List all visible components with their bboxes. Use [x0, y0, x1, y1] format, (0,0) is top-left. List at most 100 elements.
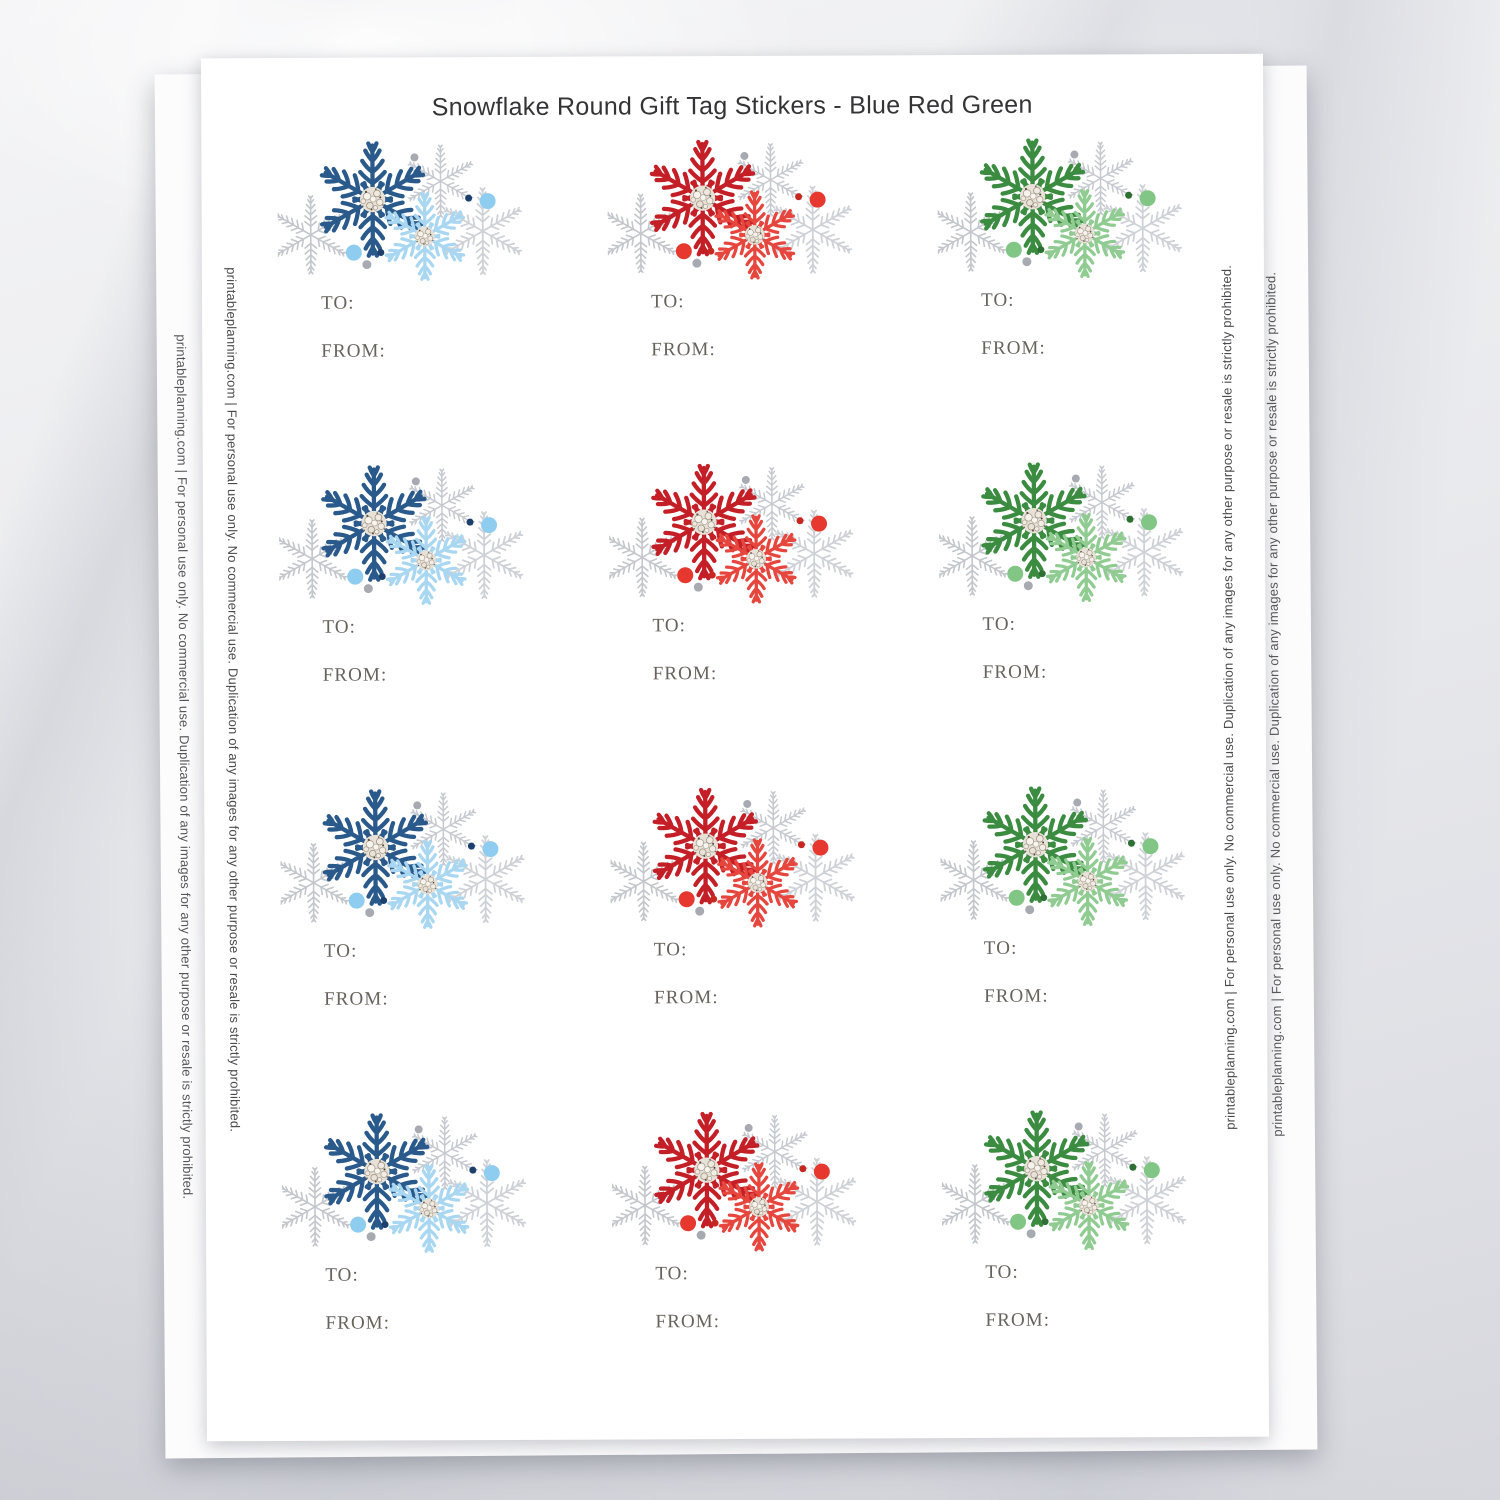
front-sheet-side-text-left: printableplanning.com | For personal use… — [223, 267, 243, 1133]
gray-dot — [1025, 905, 1035, 915]
to-label: TO: — [323, 940, 358, 962]
glitter-center-icon — [362, 834, 389, 861]
dark-accent-dot — [469, 1166, 477, 1174]
crystal-snowflake-icon — [940, 841, 1010, 919]
dark-accent-dot — [380, 897, 388, 905]
crystal-snowflake-icon — [942, 1165, 1012, 1243]
glitter-center-icon — [745, 548, 767, 570]
dark-accent-dot — [1041, 1218, 1049, 1226]
gray-dot — [741, 475, 750, 484]
glitter-center-icon — [359, 186, 386, 213]
gray-dot — [413, 801, 422, 810]
glitter-center-icon — [418, 1198, 440, 1219]
glitter-center-icon — [1020, 507, 1048, 534]
to-label: TO: — [322, 616, 357, 638]
gray-dot — [696, 1230, 706, 1240]
gray-dot — [365, 908, 375, 918]
from-label: FROM: — [652, 663, 718, 685]
accent-dot — [347, 568, 364, 585]
gray-dot — [1073, 798, 1082, 807]
gift-tag-green: TO: FROM: — [914, 460, 1245, 785]
accent-dot — [1005, 241, 1022, 258]
snowflake-cluster — [612, 1109, 893, 1260]
dark-accent-dot — [799, 1165, 807, 1173]
gray-dot — [363, 584, 373, 594]
crystal-snowflake-icon — [277, 196, 347, 274]
to-label: TO: — [985, 1261, 1019, 1283]
from-label: FROM: — [984, 985, 1049, 1007]
accent-dot — [481, 517, 498, 534]
accent-dot — [483, 1165, 500, 1182]
crystal-snowflake-icon — [610, 842, 680, 920]
gray-dot — [1070, 150, 1079, 159]
dark-accent-dot — [1126, 515, 1134, 523]
gift-tag-green: TO: FROM: — [915, 784, 1246, 1109]
back-sheet-side-text-left: printableplanning.com | For personal use… — [173, 334, 196, 1200]
glitter-center-icon — [417, 874, 438, 895]
snowflake-cluster — [277, 139, 558, 290]
from-label: FROM: — [322, 664, 388, 686]
accent-dot — [350, 1216, 367, 1233]
dark-accent-dot — [707, 247, 715, 255]
snowflake-cluster — [279, 463, 560, 614]
snowflake-cluster — [282, 1111, 563, 1262]
accent-dot — [1007, 565, 1024, 582]
dark-accent-dot — [796, 517, 804, 525]
crystal-snowflake-icon — [282, 1168, 352, 1246]
accent-dot — [813, 1163, 830, 1180]
snowflake-cluster — [940, 784, 1221, 935]
from-label: FROM: — [651, 339, 716, 361]
glitter-center-icon — [692, 832, 719, 860]
accent-dot — [1010, 1213, 1027, 1230]
gray-dot — [744, 1123, 753, 1132]
accent-dot — [1142, 838, 1159, 855]
gift-tag-red: TO: FROM: — [584, 461, 915, 786]
to-label: TO: — [321, 292, 355, 314]
glitter-center-icon — [690, 508, 718, 536]
gray-dot — [693, 582, 703, 592]
gift-tag-blue: TO: FROM: — [257, 1111, 588, 1436]
gray-dot — [1023, 581, 1033, 591]
glitter-center-icon — [1019, 183, 1046, 210]
glitter-center-icon — [1074, 223, 1096, 244]
gray-dot — [1026, 1229, 1036, 1239]
accent-dot — [348, 892, 365, 909]
dark-accent-dot — [710, 895, 718, 903]
accent-dot — [1139, 190, 1156, 207]
accent-dot — [809, 191, 826, 208]
glitter-center-icon — [747, 872, 768, 894]
glitter-center-icon — [693, 1156, 721, 1184]
from-label: FROM: — [981, 337, 1046, 359]
front-sheet: Snowflake Round Gift Tag Stickers - Blue… — [200, 53, 1270, 1442]
crystal-snowflake-icon — [279, 520, 349, 598]
dark-accent-dot — [467, 842, 475, 850]
snowflake-cluster — [610, 785, 891, 936]
dark-accent-dot — [1125, 191, 1133, 199]
from-label: FROM: — [985, 1309, 1051, 1331]
to-label: TO: — [325, 1264, 359, 1286]
gift-tag-blue: TO: FROM: — [252, 139, 583, 464]
accent-dot — [1008, 889, 1025, 906]
glitter-center-icon — [363, 1158, 391, 1185]
dark-accent-dot — [381, 1221, 389, 1229]
dark-accent-dot — [1127, 839, 1135, 847]
snowflake-cluster — [942, 1108, 1223, 1259]
crystal-snowflake-icon — [280, 844, 350, 922]
dark-accent-dot — [711, 1219, 719, 1227]
gray-dot — [410, 153, 419, 162]
dark-accent-dot — [377, 249, 385, 257]
dark-accent-dot — [1040, 894, 1048, 902]
dark-accent-dot — [1038, 570, 1046, 578]
crystal-snowflake-icon — [609, 518, 679, 596]
snowflake-cluster — [939, 460, 1220, 611]
dark-accent-dot — [465, 194, 473, 202]
snowflake-cluster — [609, 461, 890, 612]
crystal-snowflake-icon — [937, 193, 1007, 271]
dark-accent-dot — [795, 193, 803, 201]
gift-tag-red: TO: FROM: — [582, 137, 913, 462]
glitter-center-icon — [744, 224, 766, 246]
gray-dot — [362, 260, 372, 270]
glitter-center-icon — [1023, 1155, 1051, 1182]
gift-tag-blue: TO: FROM: — [255, 787, 586, 1112]
glitter-center-icon — [689, 184, 716, 212]
